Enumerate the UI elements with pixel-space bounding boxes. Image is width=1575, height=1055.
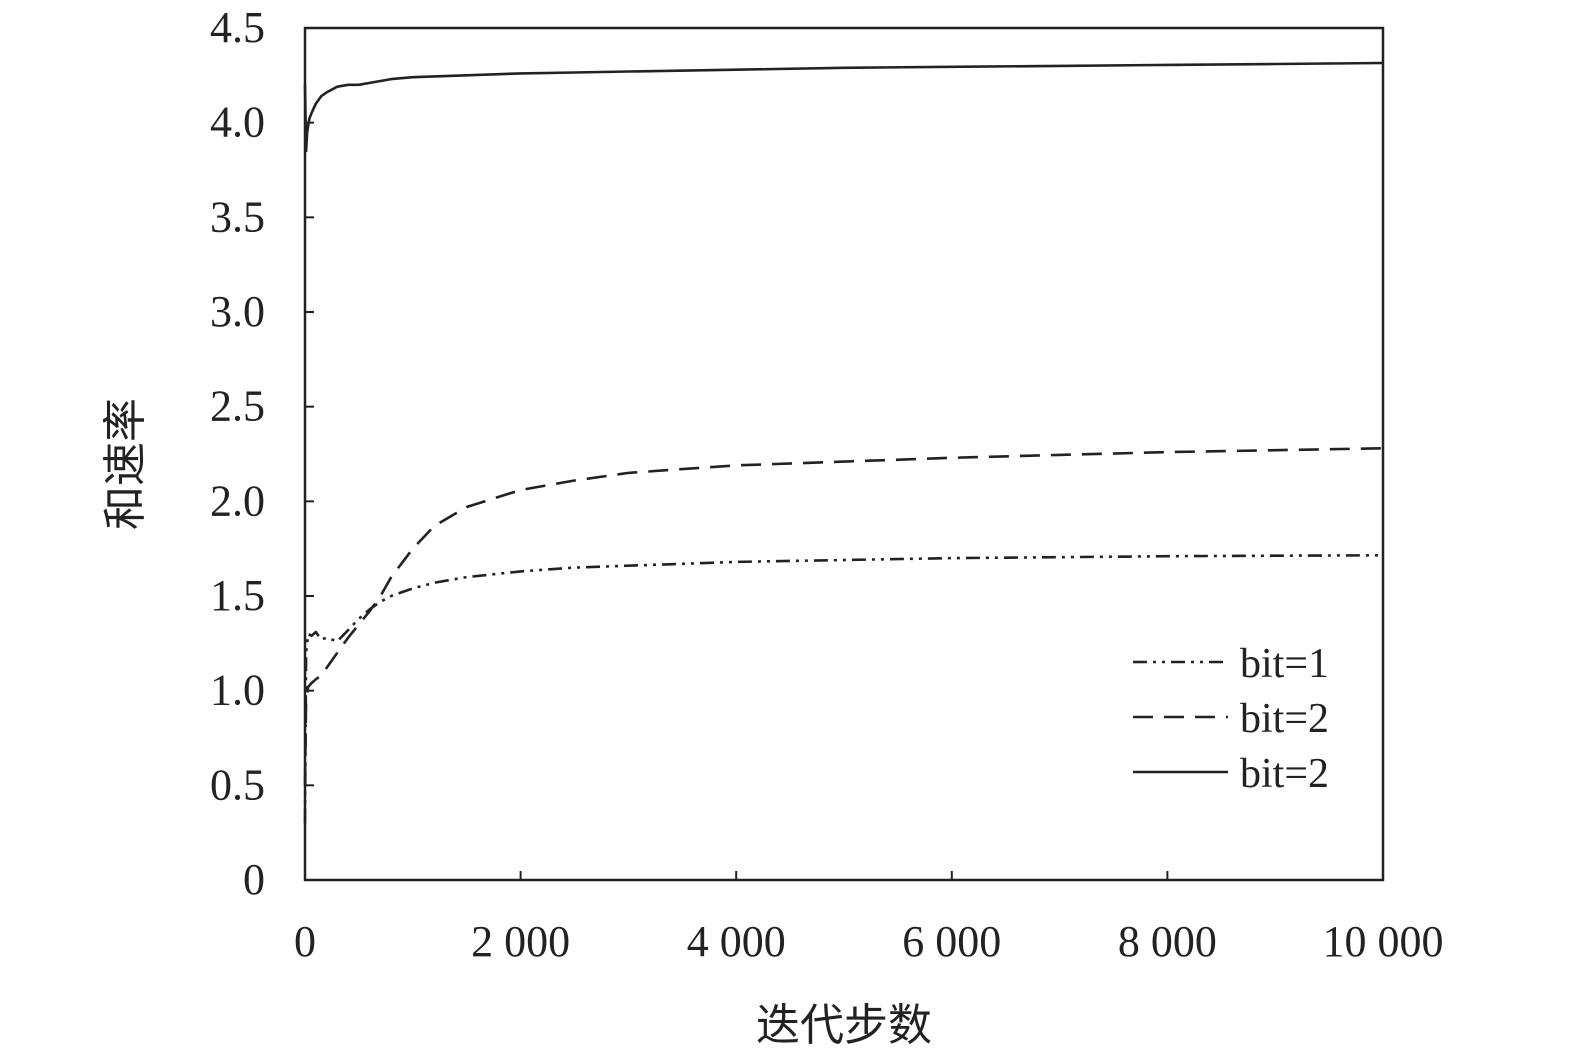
- x-tick-label: 2 000: [471, 917, 570, 966]
- series-line-3: [303, 61, 1384, 153]
- x-tick-label: 4 000: [687, 917, 786, 966]
- series-line-2: [303, 447, 1384, 786]
- x-axis-title: 迭代步数: [756, 1000, 932, 1051]
- x-axis: 0 2 000 4 000 6 000 8 000 10 000: [294, 871, 1444, 966]
- x-tick-label: 6 000: [902, 917, 1001, 966]
- plot-frame: [303, 26, 1385, 882]
- y-axis-title: 和速率: [100, 398, 151, 530]
- y-tick-label: 2.5: [210, 382, 265, 431]
- y-axis: 0 0.5 1.0 1.5 2.0 2.5 3.0 3.5 4.0 4.5: [210, 3, 314, 904]
- legend-label-2: bit=2: [1240, 696, 1329, 742]
- x-tick-label: 8 000: [1118, 917, 1217, 966]
- series-line-1: [303, 553, 1384, 824]
- y-tick-label: 4.0: [210, 98, 265, 147]
- y-tick-label: 1.5: [210, 571, 265, 620]
- legend-label-1: bit=1: [1240, 641, 1329, 687]
- legend: bit=1 bit=2 bit=2: [1133, 641, 1329, 797]
- x-tick-label: 0: [294, 917, 316, 966]
- x-tick-label: 10 000: [1323, 917, 1444, 966]
- y-tick-label: 3.0: [210, 287, 265, 336]
- y-tick-label: 0: [243, 855, 265, 904]
- series-layer: [303, 61, 1384, 824]
- y-tick-label: 3.5: [210, 192, 265, 241]
- y-tick-label: 0.5: [210, 760, 265, 809]
- y-tick-label: 4.5: [210, 3, 265, 52]
- y-tick-label: 2.0: [210, 476, 265, 525]
- y-tick-label: 1.0: [210, 666, 265, 715]
- legend-label-3: bit=2: [1240, 751, 1329, 797]
